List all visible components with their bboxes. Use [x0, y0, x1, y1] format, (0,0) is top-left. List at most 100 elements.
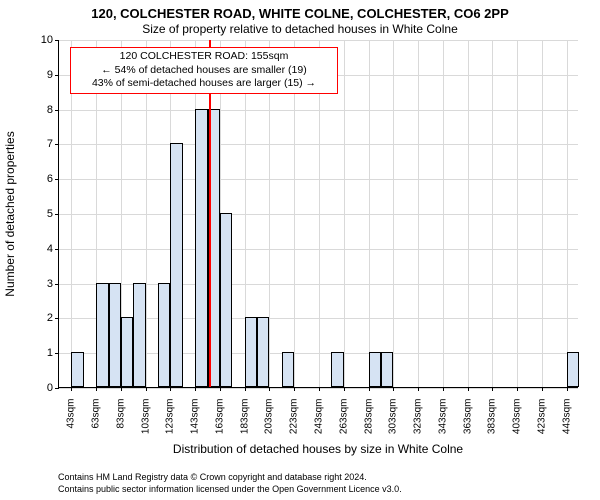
- footer-text: Contains HM Land Registry data © Crown c…: [58, 472, 402, 495]
- grid-line-vertical: [492, 40, 493, 387]
- x-tick-label: 163sqm: [214, 399, 225, 435]
- y-axis-label: Number of detached properties: [3, 131, 17, 296]
- histogram-bar: [220, 213, 232, 387]
- y-tick-label: 2: [47, 312, 53, 324]
- grid-line-vertical: [468, 40, 469, 387]
- annotation-line: 120 COLCHESTER ROAD: 155sqm: [77, 50, 331, 64]
- y-tick-mark: [55, 249, 59, 250]
- y-tick-mark: [55, 388, 59, 389]
- x-tick-label: 243sqm: [314, 399, 325, 435]
- x-tick-label: 223sqm: [289, 399, 300, 435]
- x-tick-mark: [170, 387, 171, 391]
- x-tick-mark: [245, 387, 246, 391]
- x-tick-mark: [344, 387, 345, 391]
- x-tick-label: 263sqm: [338, 399, 349, 435]
- y-tick-mark: [55, 40, 59, 41]
- x-tick-mark: [492, 387, 493, 391]
- histogram-bar: [567, 352, 579, 387]
- y-tick-mark: [55, 214, 59, 215]
- x-tick-mark: [418, 387, 419, 391]
- footer-line: Contains public sector information licen…: [58, 484, 402, 496]
- histogram-bar: [331, 352, 343, 387]
- x-tick-mark: [443, 387, 444, 391]
- grid-line-vertical: [517, 40, 518, 387]
- x-tick-label: 343sqm: [437, 399, 448, 435]
- annotation-box: 120 COLCHESTER ROAD: 155sqm← 54% of deta…: [70, 47, 338, 94]
- y-tick-label: 9: [47, 69, 53, 81]
- y-tick-label: 8: [47, 104, 53, 116]
- x-tick-label: 383sqm: [487, 399, 498, 435]
- x-tick-mark: [542, 387, 543, 391]
- y-tick-label: 6: [47, 173, 53, 185]
- y-tick-label: 7: [47, 138, 53, 150]
- histogram-bar: [257, 317, 269, 387]
- x-tick-mark: [269, 387, 270, 391]
- histogram-bar: [195, 109, 207, 387]
- grid-line-vertical: [393, 40, 394, 387]
- annotation-line: ← 54% of detached houses are smaller (19…: [77, 64, 331, 78]
- y-tick-mark: [55, 353, 59, 354]
- x-tick-mark: [393, 387, 394, 391]
- x-tick-label: 203sqm: [264, 399, 275, 435]
- y-tick-label: 10: [41, 34, 53, 46]
- y-tick-mark: [55, 75, 59, 76]
- histogram-bar: [282, 352, 294, 387]
- histogram-bar: [158, 283, 170, 387]
- y-tick-label: 1: [47, 347, 53, 359]
- x-tick-label: 283sqm: [363, 399, 374, 435]
- grid-line-vertical: [369, 40, 370, 387]
- x-axis-label: Distribution of detached houses by size …: [58, 442, 578, 456]
- annotation-line: 43% of semi-detached houses are larger (…: [77, 77, 331, 91]
- x-tick-mark: [319, 387, 320, 391]
- grid-line-vertical: [418, 40, 419, 387]
- chart-title: 120, COLCHESTER ROAD, WHITE COLNE, COLCH…: [0, 6, 600, 21]
- histogram-bar: [109, 283, 121, 387]
- histogram-bar: [96, 283, 108, 387]
- histogram-bar: [71, 352, 83, 387]
- footer-line: Contains HM Land Registry data © Crown c…: [58, 472, 402, 484]
- histogram-bar: [170, 143, 182, 387]
- y-tick-label: 4: [47, 243, 53, 255]
- y-tick-label: 0: [47, 382, 53, 394]
- x-tick-label: 83sqm: [115, 399, 126, 429]
- x-tick-mark: [468, 387, 469, 391]
- x-tick-mark: [517, 387, 518, 391]
- grid-line-vertical: [344, 40, 345, 387]
- x-tick-label: 443sqm: [561, 399, 572, 435]
- x-tick-mark: [96, 387, 97, 391]
- y-tick-mark: [55, 179, 59, 180]
- x-tick-mark: [294, 387, 295, 391]
- grid-line-vertical: [567, 40, 568, 387]
- histogram-bar: [381, 352, 393, 387]
- x-tick-label: 123sqm: [165, 399, 176, 435]
- x-tick-mark: [71, 387, 72, 391]
- x-tick-label: 303sqm: [388, 399, 399, 435]
- y-tick-mark: [55, 318, 59, 319]
- x-tick-label: 143sqm: [190, 399, 201, 435]
- x-tick-label: 63sqm: [91, 399, 102, 429]
- y-tick-mark: [55, 110, 59, 111]
- x-tick-mark: [567, 387, 568, 391]
- x-tick-mark: [146, 387, 147, 391]
- histogram-bar: [369, 352, 381, 387]
- histogram-bar: [121, 317, 133, 387]
- x-tick-label: 323sqm: [413, 399, 424, 435]
- x-tick-mark: [369, 387, 370, 391]
- x-tick-mark: [195, 387, 196, 391]
- y-tick-mark: [55, 284, 59, 285]
- x-tick-mark: [121, 387, 122, 391]
- x-tick-label: 403sqm: [512, 399, 523, 435]
- grid-line-vertical: [542, 40, 543, 387]
- histogram-bar: [133, 283, 145, 387]
- y-tick-mark: [55, 144, 59, 145]
- x-tick-label: 363sqm: [462, 399, 473, 435]
- x-tick-label: 103sqm: [140, 399, 151, 435]
- x-tick-label: 183sqm: [239, 399, 250, 435]
- chart-subtitle: Size of property relative to detached ho…: [0, 22, 600, 36]
- x-tick-mark: [220, 387, 221, 391]
- x-tick-label: 423sqm: [536, 399, 547, 435]
- y-tick-label: 5: [47, 208, 53, 220]
- chart-container: 120, COLCHESTER ROAD, WHITE COLNE, COLCH…: [0, 0, 600, 500]
- y-tick-label: 3: [47, 278, 53, 290]
- grid-line-vertical: [443, 40, 444, 387]
